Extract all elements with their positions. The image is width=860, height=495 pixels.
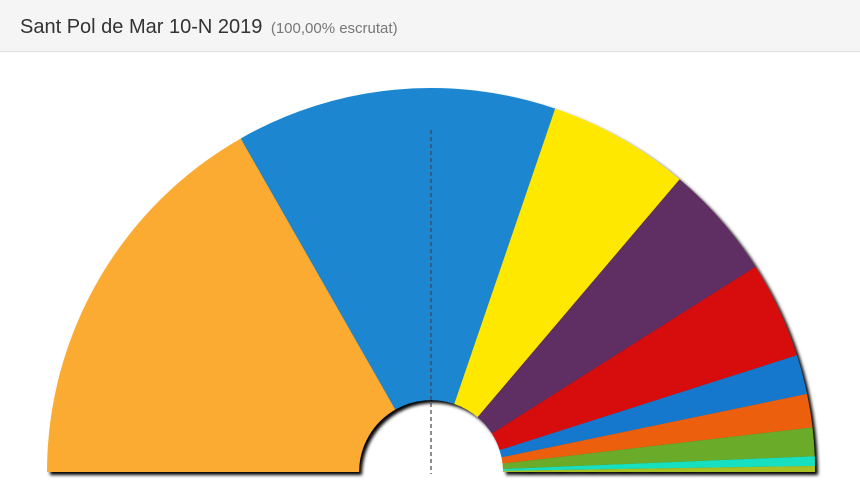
slice — [454, 108, 680, 418]
slice — [501, 393, 813, 464]
chart-title: Sant Pol de Mar 10-N 2019 — [20, 16, 263, 38]
slice — [502, 456, 815, 471]
slice — [240, 87, 556, 410]
chart — [47, 87, 815, 474]
header: Sant Pol de Mar 10-N 2019 (100,00% escru… — [0, 0, 860, 52]
slice — [502, 465, 815, 472]
slice — [502, 427, 815, 470]
chart-subtitle: (100,00% escrutat) — [270, 20, 398, 37]
slice — [491, 266, 797, 451]
slice — [477, 179, 756, 434]
slice — [499, 355, 807, 458]
slices — [47, 87, 815, 472]
slice — [47, 138, 396, 472]
